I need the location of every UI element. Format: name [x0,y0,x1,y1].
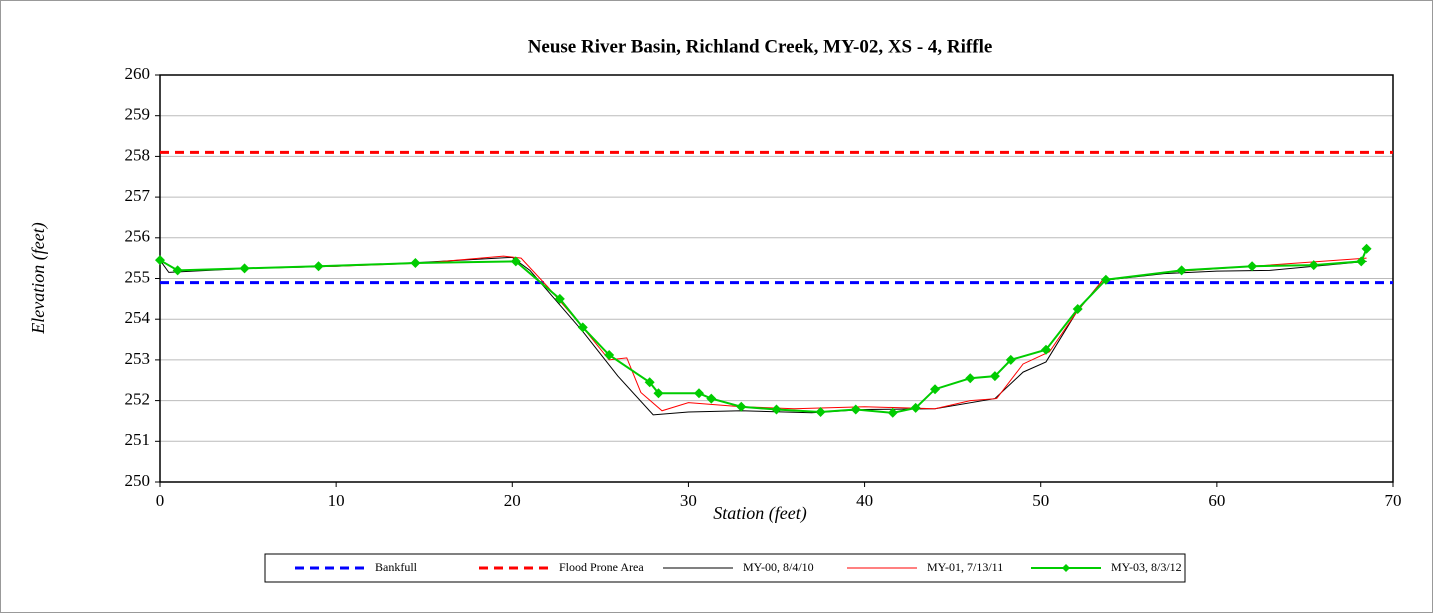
y-tick-label: 255 [125,267,151,286]
marker [653,388,664,399]
marker [989,371,1000,382]
marker [155,255,165,266]
marker [1072,304,1083,315]
marker [771,404,782,415]
marker [313,261,324,272]
marker [1005,354,1016,365]
y-tick-label: 254 [125,308,151,327]
y-tick-label: 257 [125,186,151,205]
marker [410,258,421,269]
marker [554,293,565,304]
marker [1247,261,1258,272]
plot-area [159,74,1394,483]
x-tick-label: 70 [1385,491,1402,510]
x-tick-label: 0 [156,491,165,510]
series-line [159,255,1367,412]
legend-label: Bankfull [375,560,418,574]
legend-marker [1062,564,1070,572]
chart-title: Neuse River Basin, Richland Creek, MY-02… [528,36,993,57]
x-axis-label: Station (feet) [713,503,806,524]
marker [1176,265,1187,276]
marker [706,393,717,404]
marker [850,404,861,415]
marker [736,401,747,412]
marker [577,322,588,333]
marker [930,384,941,395]
marker [644,377,655,388]
marker [910,402,921,413]
marker [172,265,183,276]
y-tick-label: 260 [125,64,151,83]
x-tick-label: 60 [1208,491,1225,510]
legend-label: Flood Prone Area [559,560,644,574]
marker [1308,260,1319,271]
marker [1040,344,1051,355]
marker [693,388,704,399]
marker [604,350,615,361]
x-tick-label: 50 [1032,491,1049,510]
marker [239,263,250,274]
x-tick-label: 30 [680,491,697,510]
y-tick-label: 256 [125,227,151,246]
marker [815,406,826,417]
x-tick-label: 20 [504,491,521,510]
marker [965,373,976,384]
y-tick-label: 258 [125,145,151,164]
y-tick-label: 259 [125,105,151,124]
marker [887,407,898,418]
y-tick-label: 252 [125,390,151,409]
legend-label: MY-03, 8/3/12 [1111,560,1182,574]
x-tick-label: 10 [328,491,345,510]
marker [1100,274,1111,285]
marker [510,256,521,267]
marker [1361,243,1372,254]
marker [1356,256,1367,267]
y-tick-label: 253 [125,349,151,368]
y-tick-label: 250 [125,471,151,490]
y-axis-label: Elevation (feet) [28,222,49,334]
legend-label: MY-00, 8/4/10 [743,560,814,574]
x-tick-label: 40 [856,491,873,510]
y-tick-label: 251 [125,430,151,449]
legend-label: MY-01, 7/13/11 [927,560,1003,574]
